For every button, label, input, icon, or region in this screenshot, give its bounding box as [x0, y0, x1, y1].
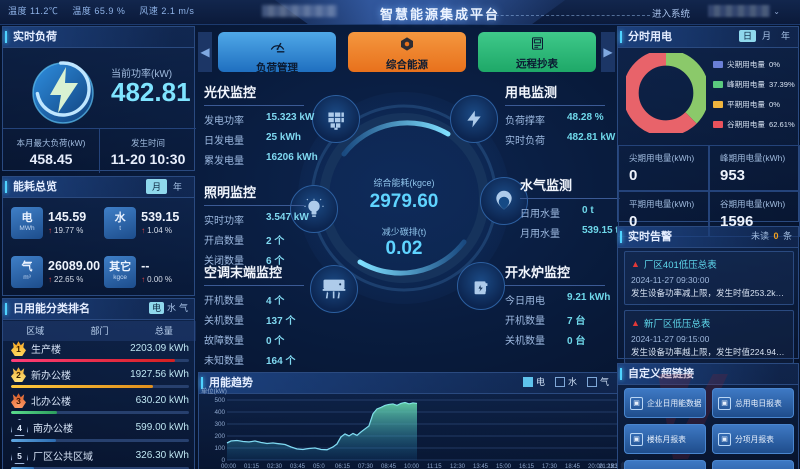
svg-text:12:30: 12:30 [450, 464, 466, 469]
svg-text:单位(kW): 单位(kW) [201, 387, 227, 395]
svg-text:400: 400 [214, 409, 225, 416]
svg-text:13:45: 13:45 [473, 464, 489, 469]
svg-text:18:45: 18:45 [565, 464, 581, 469]
svg-text:10:00: 10:00 [404, 464, 420, 469]
svg-text:200: 200 [214, 433, 225, 440]
svg-text:06:15: 06:15 [335, 464, 351, 469]
svg-text:02:30: 02:30 [267, 464, 283, 469]
svg-text:23:45: 23:45 [611, 464, 617, 469]
svg-text:03:45: 03:45 [290, 464, 306, 469]
svg-text:01:15: 01:15 [244, 464, 260, 469]
svg-text:11:15: 11:15 [427, 464, 442, 469]
svg-text:15:00: 15:00 [496, 464, 512, 469]
svg-text:16:15: 16:15 [519, 464, 535, 469]
svg-text:0: 0 [221, 457, 225, 464]
svg-text:07:30: 07:30 [358, 464, 374, 469]
svg-text:100: 100 [214, 445, 225, 452]
svg-text:17:30: 17:30 [542, 464, 558, 469]
svg-text:08:45: 08:45 [381, 464, 397, 469]
svg-text:00:00: 00:00 [221, 464, 237, 469]
svg-text:500: 500 [214, 397, 225, 404]
svg-text:300: 300 [214, 421, 225, 428]
svg-text:05:0: 05:0 [313, 464, 325, 469]
